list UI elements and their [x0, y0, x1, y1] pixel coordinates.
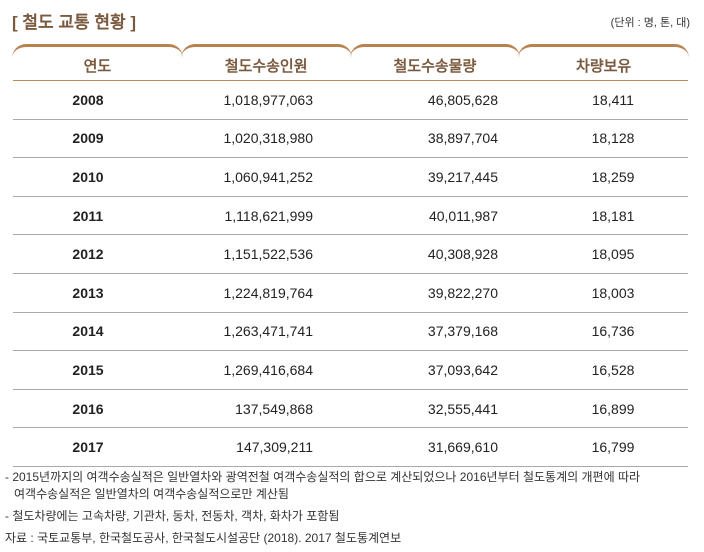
table-row: 2016 137,549,868 32,555,441 16,899 — [13, 390, 688, 429]
header-freight: 철도수송물량 — [349, 44, 521, 80]
cell-year: 2010 — [72, 168, 104, 185]
table-row: 2011 1,118,621,999 40,011,987 18,181 — [13, 197, 688, 236]
table-row: 2014 1,263,471,741 37,379,168 16,736 — [13, 313, 688, 352]
cell-vehicles: 16,799 — [591, 439, 635, 456]
cell-freight: 31,669,610 — [427, 439, 498, 456]
note-2: - 철도차량에는 고속차량, 기관차, 동차, 전동차, 객차, 화차가 포함됨 — [5, 509, 340, 523]
cell-passengers: 137,549,868 — [235, 400, 313, 417]
cell-freight: 40,308,928 — [427, 246, 498, 263]
header-vehicles: 차량보유 — [518, 44, 689, 80]
table-header: 연도 철도수송인원 철도수송물량 차량보유 — [12, 44, 689, 81]
cell-year: 2015 — [72, 361, 104, 378]
cell-vehicles: 18,181 — [591, 207, 635, 224]
note-1-line-2: 여객수송실적은 일반열차의 여객수송실적으로만 계산됨 — [14, 487, 289, 501]
table-row: 2017 147,309,211 31,669,610 16,799 — [13, 428, 688, 467]
cell-vehicles: 16,528 — [591, 361, 635, 378]
cell-freight: 37,379,168 — [427, 323, 498, 340]
cell-vehicles: 18,411 — [592, 91, 634, 108]
cell-vehicles: 16,899 — [591, 400, 635, 417]
cell-year: 2008 — [72, 91, 104, 108]
cell-vehicles: 16,736 — [591, 323, 635, 340]
header-year: 연도 — [12, 44, 183, 80]
cell-year: 2012 — [72, 246, 104, 263]
table-row: 2015 1,269,416,684 37,093,642 16,528 — [13, 351, 688, 390]
cell-year: 2013 — [72, 284, 104, 301]
table-row: 2008 1,018,977,063 46,805,628 18,411 — [13, 81, 688, 120]
source-note: 자료 : 국토교통부, 한국철도공사, 한국철도시설공단 (2018). 201… — [5, 531, 402, 545]
cell-year: 2014 — [72, 323, 104, 340]
cell-passengers: 1,151,522,536 — [223, 246, 313, 263]
cell-year: 2016 — [72, 400, 104, 417]
table-row: 2012 1,151,522,536 40,308,928 18,095 — [13, 235, 688, 274]
cell-passengers: 1,118,621,999 — [224, 207, 314, 224]
cell-year: 2009 — [72, 130, 104, 147]
table-row: 2009 1,020,318,980 38,897,704 18,128 — [13, 120, 688, 159]
header-passengers: 철도수송인원 — [180, 44, 352, 80]
cell-freight: 37,093,642 — [427, 361, 498, 378]
notes: - 2015년까지의 여객수송실적은 일반열차와 광역전철 여객수송실적의 합으… — [5, 469, 640, 552]
cell-freight: 46,805,628 — [427, 91, 498, 108]
cell-freight: 39,822,270 — [427, 284, 498, 301]
cell-year: 2017 — [72, 439, 104, 456]
cell-freight: 40,011,987 — [428, 207, 498, 224]
note-1-line-1: - 2015년까지의 여객수송실적은 일반열차와 광역전철 여객수송실적의 합으… — [5, 470, 641, 484]
cell-passengers: 1,224,819,764 — [223, 284, 313, 301]
cell-year: 2011 — [72, 207, 104, 224]
cell-vehicles: 18,128 — [591, 130, 635, 147]
table-body: 2008 1,018,977,063 46,805,628 18,411 2009 1,0… — [13, 81, 688, 467]
cell-vehicles: 18,259 — [591, 168, 635, 185]
cell-passengers: 1,020,318,980 — [223, 130, 313, 147]
cell-vehicles: 18,003 — [591, 284, 635, 301]
note-1: - 2015년까지의 여객수송실적은 일반열차와 광역전철 여객수송실적의 합으… — [5, 469, 640, 503]
cell-freight: 39,217,445 — [427, 168, 498, 185]
unit-label: (단위 : 명, 톤, 대) — [610, 17, 690, 29]
table-title: [ 철도 교통 현황 ] — [12, 13, 137, 32]
table-row: 2013 1,224,819,764 39,822,270 18,003 — [13, 274, 688, 313]
cell-freight: 32,555,441 — [427, 400, 498, 417]
cell-freight: 38,897,704 — [427, 130, 498, 147]
cell-passengers: 1,263,471,741 — [223, 323, 313, 340]
cell-passengers: 147,309,211 — [236, 439, 313, 456]
cell-vehicles: 18,095 — [591, 246, 635, 263]
table-row: 2010 1,060,941,252 39,217,445 18,259 — [13, 158, 688, 197]
cell-passengers: 1,018,977,063 — [223, 91, 313, 108]
cell-passengers: 1,269,416,684 — [223, 361, 313, 378]
cell-passengers: 1,060,941,252 — [223, 168, 313, 185]
